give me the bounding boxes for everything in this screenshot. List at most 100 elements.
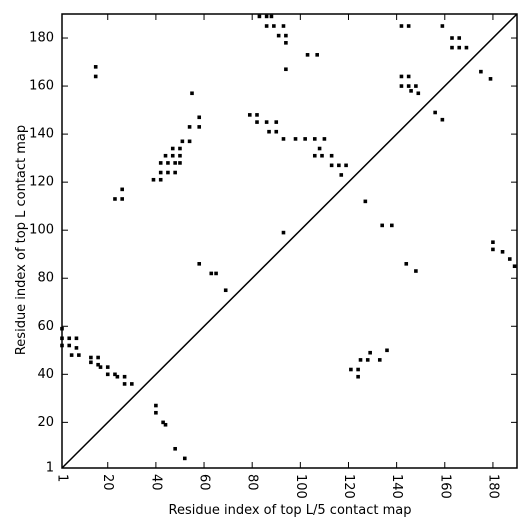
- contact-point: [166, 161, 170, 165]
- contact-point: [190, 91, 194, 96]
- contact-point: [491, 240, 495, 245]
- contact-point: [303, 137, 307, 141]
- contact-point: [267, 129, 271, 134]
- x-tick-label: 160: [437, 474, 452, 499]
- contact-point: [105, 372, 110, 377]
- contact-point: [312, 137, 317, 141]
- contact-point: [358, 358, 363, 362]
- x-tick-label: 20: [100, 474, 115, 491]
- contact-point: [488, 77, 493, 81]
- contact-point: [158, 177, 163, 182]
- y-tick-label: 160: [29, 79, 54, 94]
- y-tick-label: 40: [37, 367, 54, 382]
- contact-point: [113, 372, 117, 377]
- contact-point: [464, 45, 469, 50]
- contact-point: [293, 137, 298, 141]
- contact-point: [349, 367, 353, 372]
- contact-point: [158, 170, 163, 175]
- contact-point: [406, 84, 411, 88]
- contact-point: [255, 113, 259, 117]
- contact-point: [414, 84, 418, 88]
- contact-point: [89, 355, 93, 360]
- contact-point: [120, 197, 124, 201]
- contact-point: [247, 113, 252, 117]
- diagonal: [61, 13, 518, 469]
- contact-point: [322, 137, 327, 141]
- contact-point: [98, 365, 103, 369]
- contact-point: [450, 36, 454, 40]
- contact-point: [356, 367, 360, 372]
- contact-point: [113, 197, 117, 201]
- contact-point: [284, 33, 288, 38]
- contact-point: [512, 264, 517, 269]
- contact-point: [440, 117, 445, 122]
- contact-point: [122, 374, 127, 379]
- contact-point: [507, 257, 512, 261]
- y-tick-label: 100: [29, 223, 54, 238]
- contact-point: [281, 137, 286, 141]
- contact-point: [166, 170, 170, 175]
- contact-point: [272, 24, 276, 28]
- contact-point: [60, 343, 64, 348]
- y-tick-label: 60: [37, 319, 54, 334]
- contact-point: [89, 360, 93, 365]
- contact-point: [170, 146, 175, 151]
- contact-point: [281, 24, 286, 28]
- contact-point: [274, 129, 279, 134]
- contact-point: [450, 45, 454, 50]
- contact-point: [281, 230, 286, 235]
- contact-point: [173, 161, 177, 165]
- contact-point: [67, 343, 72, 348]
- contact-point: [178, 153, 182, 158]
- contact-point: [416, 91, 421, 96]
- contact-point: [178, 161, 182, 165]
- contact-point: [399, 74, 404, 79]
- contact-point: [69, 353, 74, 357]
- contact-point: [377, 358, 382, 362]
- contact-point: [276, 33, 281, 38]
- contact-point: [77, 353, 81, 357]
- contact-point: [404, 262, 409, 266]
- contact-point: [74, 336, 79, 341]
- contact-point: [365, 358, 370, 362]
- x-tick-label: 1: [55, 474, 70, 482]
- contact-point: [363, 199, 368, 204]
- contact-point: [257, 14, 262, 19]
- contact-point: [209, 271, 214, 276]
- contact-point: [120, 187, 124, 192]
- contact-point: [356, 374, 360, 379]
- contact-point: [329, 163, 334, 168]
- contact-point: [197, 262, 202, 266]
- y-tick-label: 1: [46, 461, 54, 476]
- plot-frame: [61, 13, 518, 469]
- contact-point: [163, 153, 168, 158]
- y-tick-label: 80: [37, 271, 54, 286]
- contact-point: [305, 53, 310, 57]
- contact-point: [74, 346, 79, 350]
- contact-point: [317, 146, 322, 151]
- x-tick-label: 120: [341, 474, 356, 499]
- contact-point: [329, 153, 334, 158]
- contact-point: [344, 163, 348, 168]
- contact-point: [122, 382, 127, 386]
- x-tick-label: 80: [245, 474, 260, 491]
- contact-point: [390, 223, 394, 228]
- contact-point: [197, 125, 202, 129]
- contact-point: [60, 336, 64, 341]
- contact-point: [399, 84, 404, 88]
- contact-point: [170, 153, 175, 158]
- contact-point: [500, 250, 505, 254]
- contact-point: [491, 247, 495, 252]
- contact-point: [274, 120, 279, 124]
- contact-point: [406, 74, 411, 79]
- contact-point: [154, 410, 158, 415]
- x-tick-label: 140: [389, 474, 404, 499]
- contact-point: [320, 153, 324, 158]
- contact-point: [264, 24, 269, 28]
- contact-point: [337, 163, 341, 168]
- contact-point: [406, 24, 411, 28]
- contact-point: [457, 45, 462, 50]
- contact-point: [339, 173, 344, 177]
- contact-point: [60, 326, 64, 331]
